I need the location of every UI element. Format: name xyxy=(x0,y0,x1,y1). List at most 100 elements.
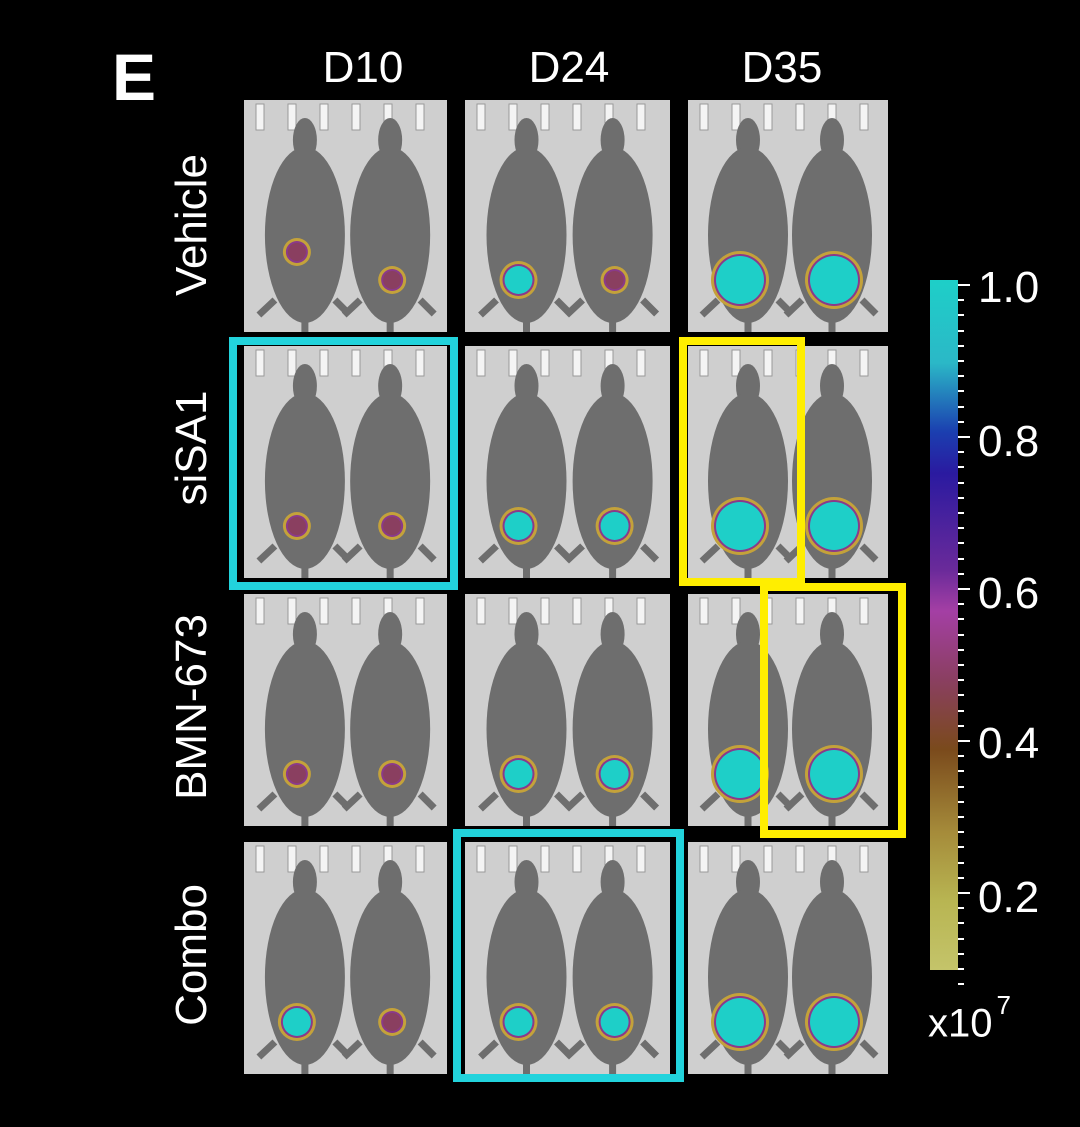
signal-core xyxy=(383,517,402,535)
signal-core xyxy=(383,765,402,783)
mouse-image-tile xyxy=(465,100,670,332)
mouse-image-tile xyxy=(688,346,888,578)
colorbar-tick-mark xyxy=(958,968,964,970)
colorbar-tick-mark xyxy=(958,557,964,560)
mouse-silhouette xyxy=(341,364,437,578)
mouse-image-tile xyxy=(244,594,447,826)
mouse-image-tile xyxy=(465,842,670,1074)
mouse-image-tile xyxy=(465,346,670,578)
colorbar-tick-mark xyxy=(958,648,964,651)
colorbar-tick-mark xyxy=(958,344,964,347)
mouse-silhouette xyxy=(341,612,437,826)
signal-core xyxy=(810,998,858,1046)
mouse-image-tile xyxy=(244,346,447,578)
colorbar-tick-mark xyxy=(958,740,970,742)
colorbar-tick-mark xyxy=(958,299,964,302)
signal-core xyxy=(600,1008,629,1036)
colorbar-tick-mark xyxy=(958,314,964,317)
row-label-vehicle: Vehicle xyxy=(167,154,216,296)
signal-core xyxy=(716,256,764,304)
colorbar-tick-mark xyxy=(958,709,964,712)
colorbar-tick-mark xyxy=(958,375,964,378)
highlight-box-cyan xyxy=(229,337,458,590)
colorbar-tick-mark xyxy=(958,679,964,682)
mouse-silhouette xyxy=(341,860,437,1074)
colorbar-tick-mark xyxy=(958,405,964,408)
panel-letter: E xyxy=(112,40,157,114)
colorbar-tick-mark xyxy=(958,892,970,894)
signal-core xyxy=(810,502,858,550)
colorbar-tick-mark xyxy=(958,329,964,332)
colorbar-tick-mark xyxy=(958,770,964,773)
row-label-bmn-673: BMN-673 xyxy=(167,614,216,800)
colorbar-tick-mark xyxy=(958,618,964,621)
colorbar-tick-mark xyxy=(958,755,964,758)
signal-core xyxy=(605,271,624,289)
signal-core xyxy=(600,760,629,788)
colorbar-tick-mark xyxy=(958,983,964,986)
colorbar-tick-mark xyxy=(958,876,964,879)
colorbar-tick-mark xyxy=(958,846,964,849)
mouse-silhouette xyxy=(564,118,660,332)
colorbar-tick-mark xyxy=(958,496,964,499)
colorbar-tick-mark xyxy=(958,633,964,636)
signal-core xyxy=(810,750,858,798)
colorbar-tick-mark xyxy=(958,907,964,910)
colorbar-tick-mark xyxy=(958,390,964,393)
mouse-silhouette xyxy=(341,118,437,332)
colorbar-tick-label: 1.0 xyxy=(978,263,1040,312)
signal-core xyxy=(504,512,533,540)
colorbar-tick-mark xyxy=(958,785,964,788)
colorbar-tick-mark xyxy=(958,800,964,803)
colorbar-tick-mark xyxy=(958,831,964,834)
mouse-image-tile xyxy=(465,594,670,826)
mouse-image-tile xyxy=(244,100,447,332)
signal-core xyxy=(716,998,764,1046)
mouse-image-tile xyxy=(244,842,447,1074)
colorbar-tick-mark xyxy=(958,572,964,575)
colorbar-tick-mark xyxy=(958,588,970,590)
colorbar-tick-mark xyxy=(958,724,964,727)
colorbar-tick-mark xyxy=(958,451,964,454)
colorbar-tick-mark xyxy=(958,664,964,666)
colorbar-tick-mark xyxy=(958,284,970,286)
colorbar-tick-mark xyxy=(958,952,964,955)
highlight-box-cyan xyxy=(453,829,684,1082)
colorbar xyxy=(930,280,958,970)
row-label-sisa1: siSA1 xyxy=(167,390,216,506)
signal-core xyxy=(716,502,764,550)
colorbar-tick-mark xyxy=(958,542,964,545)
colorbar-unit-exponent: 7 xyxy=(996,990,1011,1020)
highlight-box-yellow xyxy=(760,583,906,838)
colorbar-tick-mark xyxy=(958,861,964,864)
colorbar-tick-mark xyxy=(958,436,970,438)
colorbar-tick-mark xyxy=(958,481,964,484)
colorbar-tick-label: 0.2 xyxy=(978,873,1040,922)
colorbar-tick-mark xyxy=(958,694,964,697)
colorbar-tick-label: 0.8 xyxy=(978,417,1040,466)
signal-core xyxy=(282,1008,311,1036)
colorbar-tick-mark xyxy=(958,922,964,925)
colorbar-tick-mark xyxy=(958,466,964,469)
signal-core xyxy=(600,512,629,540)
signal-core xyxy=(383,271,402,289)
colorbar-tick-mark xyxy=(958,360,964,362)
column-label-d24: D24 xyxy=(528,43,610,92)
mouse-image-tile xyxy=(688,842,888,1074)
signal-core xyxy=(504,1008,533,1036)
mouse-image-tile xyxy=(688,100,888,332)
row-label-combo: Combo xyxy=(167,884,216,1026)
signal-core xyxy=(504,266,533,294)
colorbar-tick-mark xyxy=(958,527,964,530)
colorbar-tick-mark xyxy=(958,512,964,514)
highlight-box-yellow xyxy=(679,337,805,586)
column-label-d10: D10 xyxy=(322,43,404,92)
signal-core xyxy=(287,765,306,783)
colorbar-tick-mark xyxy=(958,816,964,818)
colorbar-unit: x10 7 xyxy=(928,992,1011,1046)
colorbar-unit-base: x10 xyxy=(928,1001,993,1046)
column-label-d35: D35 xyxy=(741,43,823,92)
colorbar-tick-label: 0.6 xyxy=(978,569,1040,618)
mouse-image-tile xyxy=(688,594,888,826)
colorbar-tick-mark xyxy=(958,603,964,606)
